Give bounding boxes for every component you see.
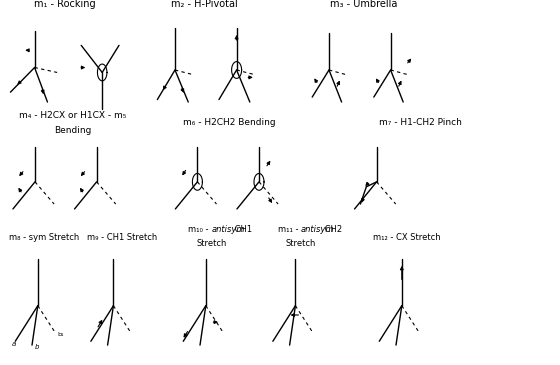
Text: Stretch: Stretch xyxy=(196,239,227,248)
Text: m₂ - H-Pivotal: m₂ - H-Pivotal xyxy=(171,0,238,9)
Text: m₁ - Rocking: m₁ - Rocking xyxy=(34,0,95,9)
Text: Stretch: Stretch xyxy=(286,239,316,248)
Text: Bending: Bending xyxy=(54,126,91,135)
Text: m₃ - Umbrella: m₃ - Umbrella xyxy=(330,0,398,9)
Text: CH2: CH2 xyxy=(301,225,342,234)
Text: a: a xyxy=(11,341,16,347)
Text: m₈ - sym Stretch: m₈ - sym Stretch xyxy=(8,233,79,242)
Text: m₆ - H2CH2 Bending: m₆ - H2CH2 Bending xyxy=(183,118,276,127)
Text: b: b xyxy=(35,345,40,350)
Text: CH1: CH1 xyxy=(211,225,253,234)
Text: m₄ - H2CX or H1CX - m₅: m₄ - H2CX or H1CX - m₅ xyxy=(19,111,127,120)
Text: m₉ - CH1 Stretch: m₉ - CH1 Stretch xyxy=(87,233,157,242)
Text: m₁₁ -: m₁₁ - xyxy=(278,225,301,234)
Text: m₇ - H1-CH2 Pinch: m₇ - H1-CH2 Pinch xyxy=(379,118,461,127)
Text: m₁₂ - CX Stretch: m₁₂ - CX Stretch xyxy=(373,233,440,242)
Text: b₁: b₁ xyxy=(57,332,64,337)
Text: antisym: antisym xyxy=(301,225,334,234)
Text: antisym: antisym xyxy=(211,225,245,234)
Text: m₁₀ -: m₁₀ - xyxy=(188,225,211,234)
